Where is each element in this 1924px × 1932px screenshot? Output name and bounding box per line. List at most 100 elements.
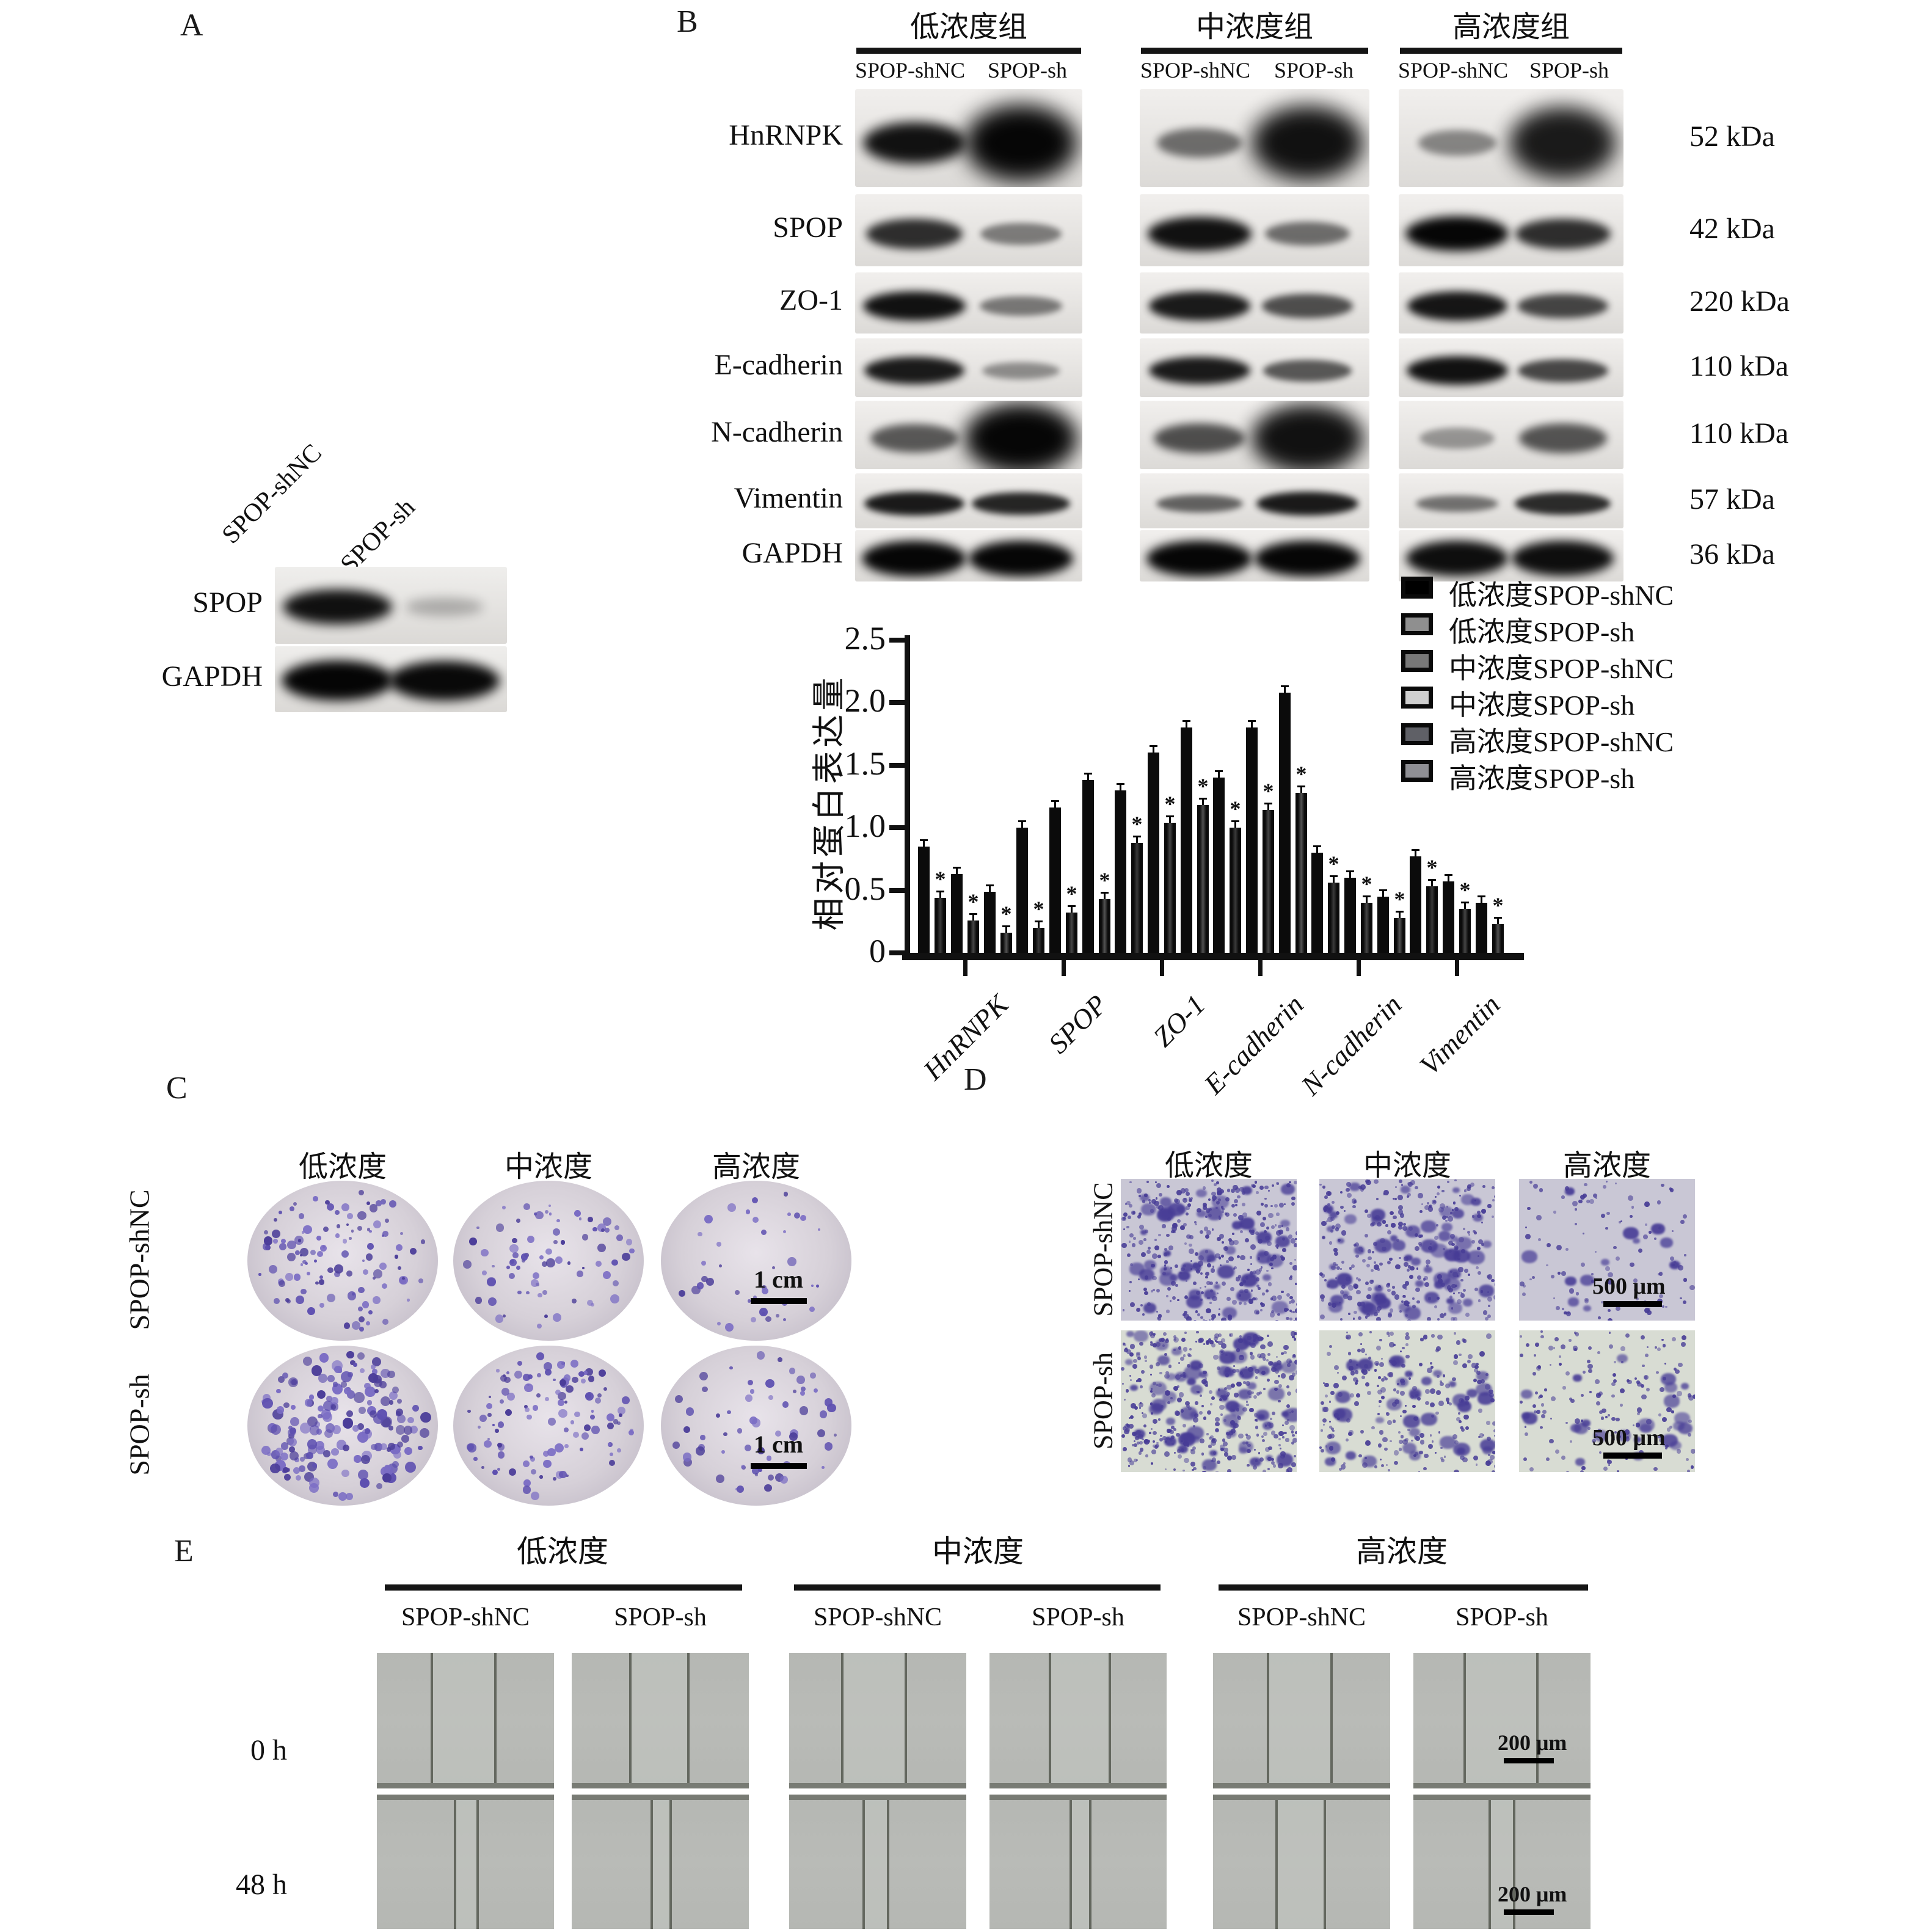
stained-cell	[1608, 1414, 1611, 1417]
stained-cell	[1216, 1236, 1221, 1242]
stained-cell	[1277, 1374, 1281, 1377]
lane-header: SPOP-sh	[1274, 58, 1354, 82]
molecular-weight-label: 110 kDa	[1689, 350, 1789, 382]
colony	[388, 1426, 393, 1431]
stained-cell	[1260, 1222, 1266, 1228]
colony	[358, 1316, 365, 1322]
error-bar-cap	[1281, 685, 1289, 687]
stained-cell	[1347, 1296, 1352, 1300]
stained-cell	[1377, 1389, 1383, 1394]
stained-cell	[1454, 1440, 1459, 1445]
stained-cell	[1324, 1382, 1329, 1388]
stained-cell	[1463, 1189, 1467, 1192]
colony	[396, 1398, 402, 1404]
colony	[273, 1239, 278, 1244]
stained-cell	[1174, 1451, 1176, 1454]
error-bar-cap	[1051, 800, 1059, 803]
stained-cell	[1159, 1372, 1162, 1375]
stained-cell	[1267, 1282, 1272, 1287]
blot-row-label: GAPDH	[742, 537, 843, 569]
stained-cell	[1581, 1262, 1586, 1267]
stained-cell	[1691, 1448, 1695, 1454]
stained-cell	[1366, 1264, 1370, 1268]
stained-cell	[1391, 1291, 1396, 1296]
stained-cell	[1625, 1333, 1630, 1338]
wound-edge-line	[905, 1653, 908, 1788]
stained-cell	[1641, 1394, 1647, 1400]
stained-cell	[1380, 1464, 1384, 1467]
stained-cell	[1173, 1336, 1179, 1343]
stained-cell	[1195, 1310, 1198, 1313]
colony	[380, 1443, 387, 1451]
colony	[373, 1296, 381, 1304]
stained-cell	[1296, 1360, 1297, 1363]
stained-cell	[1399, 1257, 1401, 1259]
stained-cell	[1525, 1343, 1529, 1347]
stained-cell	[1559, 1355, 1561, 1358]
stained-cluster	[1209, 1449, 1217, 1456]
stained-cell	[1595, 1401, 1601, 1406]
stained-cell	[1376, 1198, 1379, 1200]
bar	[1459, 909, 1471, 953]
error-bar-cap	[936, 890, 944, 892]
stained-cluster	[1196, 1189, 1207, 1198]
stained-cell	[1190, 1461, 1195, 1467]
y-tick-label: 2.5	[844, 619, 886, 657]
stained-cell	[1329, 1425, 1333, 1429]
bar	[1344, 878, 1356, 953]
stained-cell	[1176, 1190, 1182, 1195]
stained-cell	[1156, 1310, 1158, 1313]
stained-cell	[1326, 1190, 1332, 1196]
stained-cell	[1258, 1452, 1261, 1454]
stained-cell	[1594, 1250, 1597, 1253]
stained-cluster	[1216, 1388, 1228, 1398]
stained-cell	[1376, 1306, 1382, 1311]
stained-cell	[1452, 1434, 1458, 1440]
stained-cluster	[1408, 1388, 1421, 1399]
stained-cell	[1157, 1317, 1162, 1321]
stained-cell	[1261, 1438, 1266, 1443]
stained-cell	[1492, 1186, 1495, 1189]
wound-image	[572, 1653, 749, 1788]
stained-cell	[1248, 1407, 1254, 1413]
colony	[556, 1219, 560, 1222]
stained-cell	[1380, 1358, 1383, 1360]
stained-cell	[1466, 1186, 1471, 1191]
stained-cell	[1646, 1346, 1649, 1348]
stained-cell	[1467, 1230, 1471, 1234]
colony	[536, 1393, 541, 1398]
colony	[597, 1243, 606, 1253]
colony	[716, 1322, 721, 1326]
y-tick	[889, 762, 905, 768]
colony	[776, 1314, 780, 1318]
stained-cell	[1211, 1343, 1216, 1348]
stained-cell	[1200, 1438, 1205, 1443]
stained-cell	[1565, 1247, 1569, 1251]
colony	[281, 1238, 286, 1244]
stained-cluster	[1601, 1259, 1610, 1266]
stained-cell	[1617, 1470, 1619, 1472]
colony-dish	[247, 1346, 438, 1506]
stained-cell	[1234, 1393, 1239, 1398]
stained-cell	[1293, 1243, 1297, 1247]
stained-cell	[1289, 1275, 1293, 1278]
stained-cell	[1165, 1338, 1168, 1341]
stained-cell	[1210, 1403, 1213, 1406]
colony	[382, 1473, 392, 1483]
stained-cell	[1267, 1468, 1270, 1471]
stained-cell	[1564, 1311, 1568, 1315]
stained-cell	[1387, 1288, 1391, 1292]
stained-cell	[1148, 1246, 1151, 1250]
stained-cell	[1356, 1393, 1360, 1398]
stained-cell	[1353, 1310, 1357, 1314]
stained-cell	[1133, 1237, 1136, 1240]
stained-cell	[1376, 1316, 1381, 1321]
stained-cell	[1189, 1248, 1194, 1254]
stained-cluster	[1218, 1365, 1233, 1377]
stained-cell	[1569, 1288, 1575, 1294]
migration-image	[1519, 1179, 1695, 1321]
colony	[286, 1299, 291, 1303]
stained-cell	[1415, 1435, 1421, 1441]
error-bar-stem	[972, 913, 974, 920]
stained-cell	[1229, 1334, 1232, 1336]
